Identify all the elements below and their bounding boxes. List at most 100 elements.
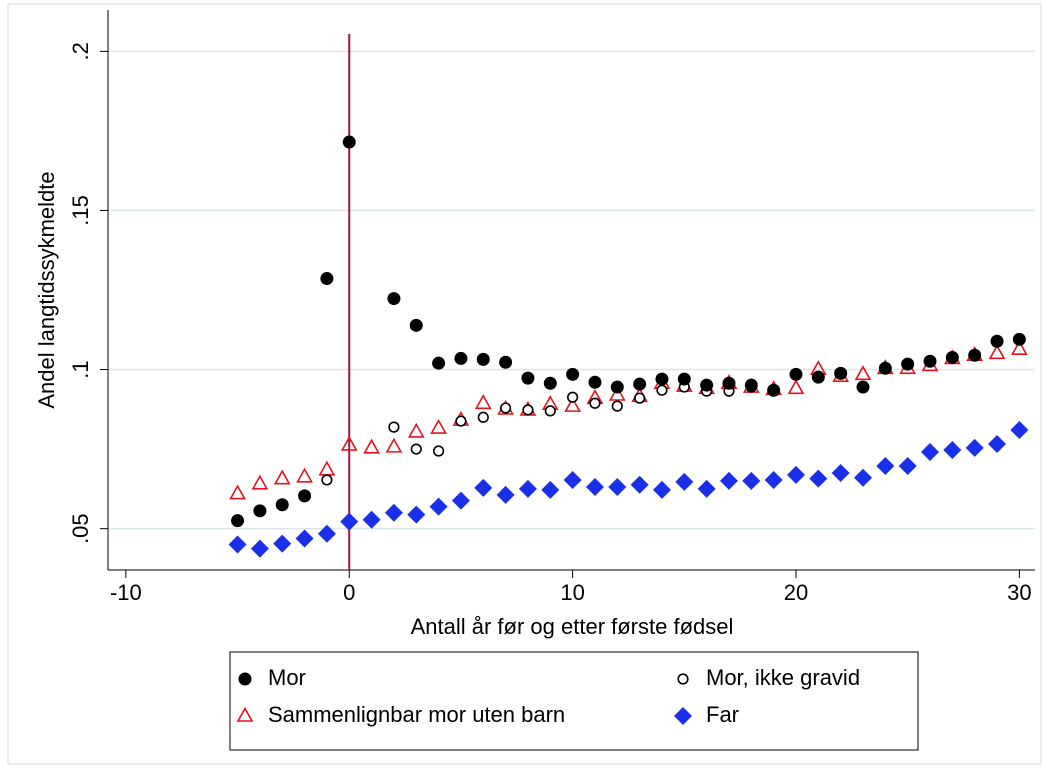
point xyxy=(809,469,828,488)
point xyxy=(388,421,400,433)
point xyxy=(700,378,714,392)
point xyxy=(943,441,962,460)
point xyxy=(697,479,716,498)
legend-marker xyxy=(238,672,252,686)
point xyxy=(384,503,403,522)
y-tick-label: .2 xyxy=(68,42,93,60)
point xyxy=(1010,421,1029,439)
y-axis-title: Andel langtidssykmeldte xyxy=(34,171,59,408)
point xyxy=(789,367,803,381)
point xyxy=(432,445,445,457)
point xyxy=(567,391,579,403)
point xyxy=(474,478,493,497)
point xyxy=(834,366,848,380)
point xyxy=(275,498,289,512)
point xyxy=(407,422,425,438)
point xyxy=(585,477,604,496)
point xyxy=(675,472,694,491)
y-tick-label: .15 xyxy=(68,195,93,226)
point xyxy=(630,475,649,494)
point xyxy=(476,352,490,366)
legend-box xyxy=(229,651,919,751)
legend-marker xyxy=(677,673,689,685)
point xyxy=(518,479,537,498)
x-tick-label: 0 xyxy=(343,580,355,605)
legend-label: Mor, ikke gravid xyxy=(706,665,860,690)
point xyxy=(787,379,805,395)
point xyxy=(363,438,380,454)
point xyxy=(677,372,691,386)
point xyxy=(588,375,602,389)
x-tick-label: 20 xyxy=(784,580,808,605)
point xyxy=(340,435,358,451)
point xyxy=(610,380,624,394)
point xyxy=(923,354,937,368)
point xyxy=(362,510,381,529)
point xyxy=(811,370,825,384)
point xyxy=(340,512,359,531)
point xyxy=(474,394,492,410)
legend-label: Far xyxy=(706,702,739,727)
point xyxy=(385,437,403,453)
point xyxy=(764,470,783,489)
point xyxy=(298,489,312,503)
point xyxy=(273,469,291,485)
point xyxy=(968,348,982,362)
legend-marker xyxy=(674,707,692,725)
point xyxy=(477,411,489,423)
point xyxy=(432,356,446,370)
point xyxy=(652,480,671,499)
point xyxy=(898,456,917,475)
x-tick-label: -10 xyxy=(110,580,142,605)
point xyxy=(231,514,245,528)
point xyxy=(719,471,738,490)
point xyxy=(854,468,873,487)
point xyxy=(608,385,626,401)
point xyxy=(988,344,1006,360)
point xyxy=(455,415,467,427)
x-tick-label: 30 xyxy=(1007,580,1031,605)
point xyxy=(564,396,581,412)
point xyxy=(250,539,269,558)
point xyxy=(251,474,269,490)
legend-marker xyxy=(236,706,254,722)
point xyxy=(454,351,468,365)
point xyxy=(320,272,334,286)
point xyxy=(878,361,892,375)
point xyxy=(1010,340,1028,355)
point xyxy=(317,524,336,543)
point xyxy=(321,474,333,486)
point xyxy=(228,535,247,554)
point xyxy=(451,491,470,510)
point xyxy=(409,318,423,332)
point xyxy=(563,470,582,489)
point xyxy=(854,365,872,381)
point xyxy=(296,467,313,483)
point xyxy=(876,456,895,475)
point xyxy=(430,418,447,434)
point xyxy=(742,471,761,490)
point xyxy=(410,443,422,455)
point xyxy=(767,383,781,397)
point xyxy=(633,377,647,391)
point xyxy=(786,465,805,484)
point xyxy=(722,376,736,390)
point xyxy=(342,135,356,149)
point xyxy=(945,350,959,364)
point xyxy=(634,392,646,404)
point xyxy=(656,384,668,396)
point xyxy=(608,477,627,496)
point xyxy=(429,497,448,516)
point xyxy=(541,480,560,499)
point xyxy=(522,404,534,416)
y-tick-label: .1 xyxy=(68,360,93,378)
point xyxy=(990,334,1004,348)
point xyxy=(273,534,292,553)
point xyxy=(901,357,915,371)
point xyxy=(856,380,870,394)
point xyxy=(387,292,401,306)
x-axis-title: Antall år før og etter første fødsel xyxy=(411,614,734,639)
x-tick-label: 10 xyxy=(560,580,584,605)
point xyxy=(611,400,623,412)
point xyxy=(566,367,580,381)
